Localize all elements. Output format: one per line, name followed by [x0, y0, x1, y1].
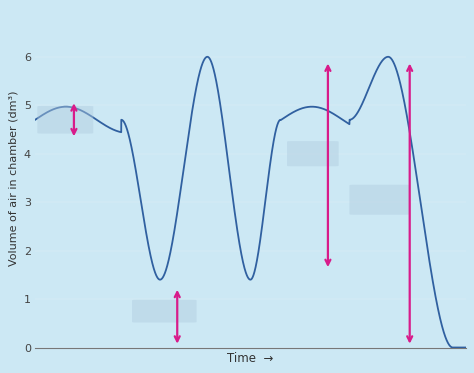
X-axis label: Time  →: Time →: [227, 352, 273, 365]
FancyBboxPatch shape: [349, 185, 410, 215]
Y-axis label: Volume of air in chamber (dm³): Volume of air in chamber (dm³): [9, 90, 18, 266]
FancyBboxPatch shape: [287, 141, 339, 166]
FancyBboxPatch shape: [132, 300, 197, 323]
FancyBboxPatch shape: [37, 106, 93, 134]
